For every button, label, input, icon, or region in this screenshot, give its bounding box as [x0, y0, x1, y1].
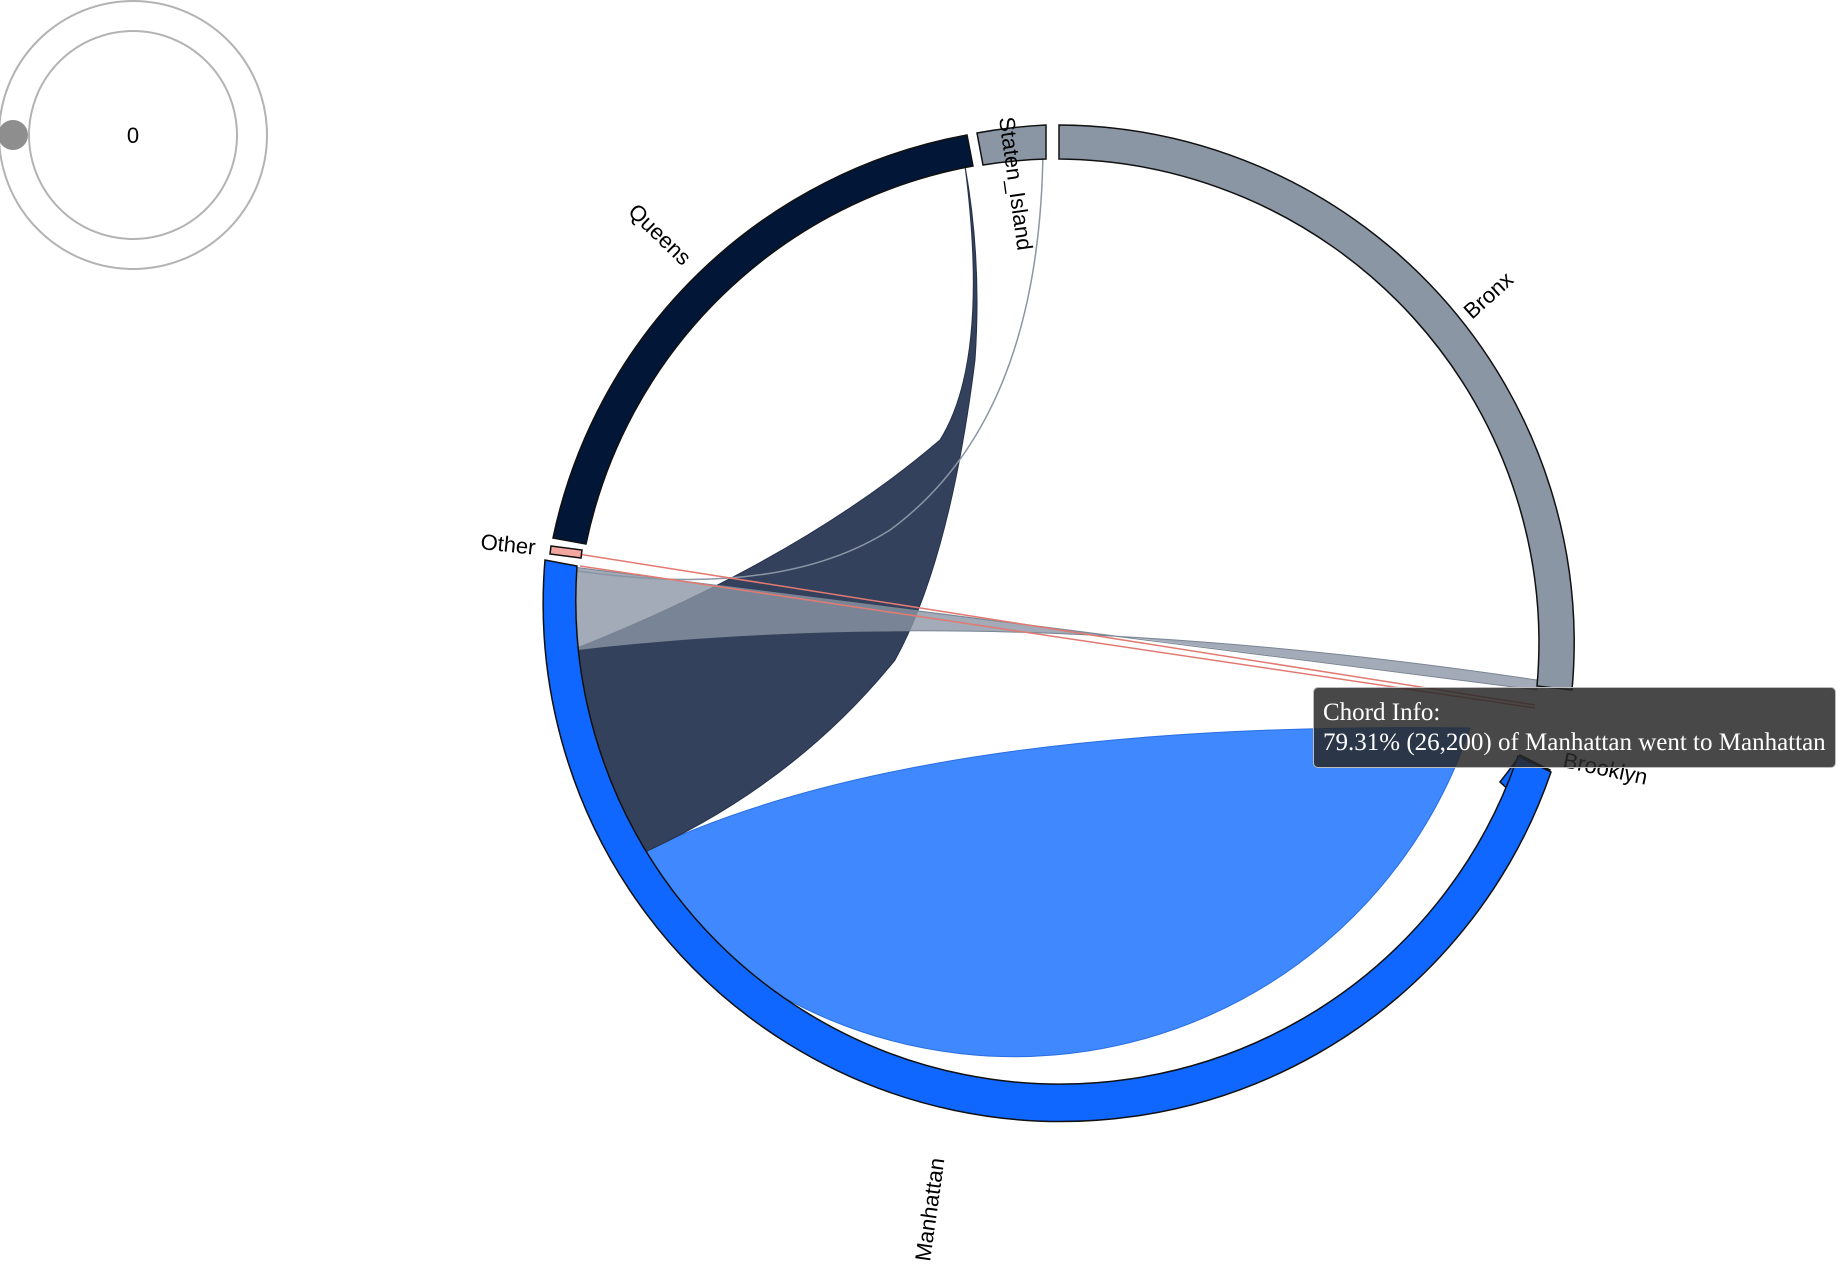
arc-bronx[interactable]: [1058, 124, 1575, 691]
dial-value: 0: [127, 123, 139, 148]
chords: [571, 149, 1538, 1058]
chord-manhattan-manhattan[interactable]: [626, 727, 1471, 1058]
label-other: Other: [479, 529, 536, 560]
tooltip-text: 79.31% (26,200) of Manhattan went to Man…: [1323, 729, 1826, 756]
dial-inner-ring: [28, 30, 238, 240]
arc-other[interactable]: [549, 545, 583, 559]
arc-staten-island[interactable]: [976, 124, 1047, 166]
chord-other-brooklyn[interactable]: [577, 553, 1536, 709]
arc-queens[interactable]: [552, 134, 974, 545]
label-queens: Queens: [624, 199, 697, 271]
label-bronx: Bronx: [1459, 267, 1518, 324]
chord-tooltip: Chord Info: 79.31% (26,200) of Manhattan…: [1313, 687, 1836, 768]
dial-outer-ring: [0, 0, 268, 270]
tooltip-title: Chord Info:: [1323, 699, 1441, 726]
rotation-dial[interactable]: 0: [0, 0, 268, 270]
label-manhattan: Manhattan: [910, 1156, 949, 1262]
chord-staten-island-queens[interactable]: [577, 149, 1044, 581]
dial-handle[interactable]: [0, 120, 28, 150]
arc-manhattan[interactable]: [542, 559, 1552, 1123]
chord-queens-manhattan[interactable]: [571, 165, 978, 861]
